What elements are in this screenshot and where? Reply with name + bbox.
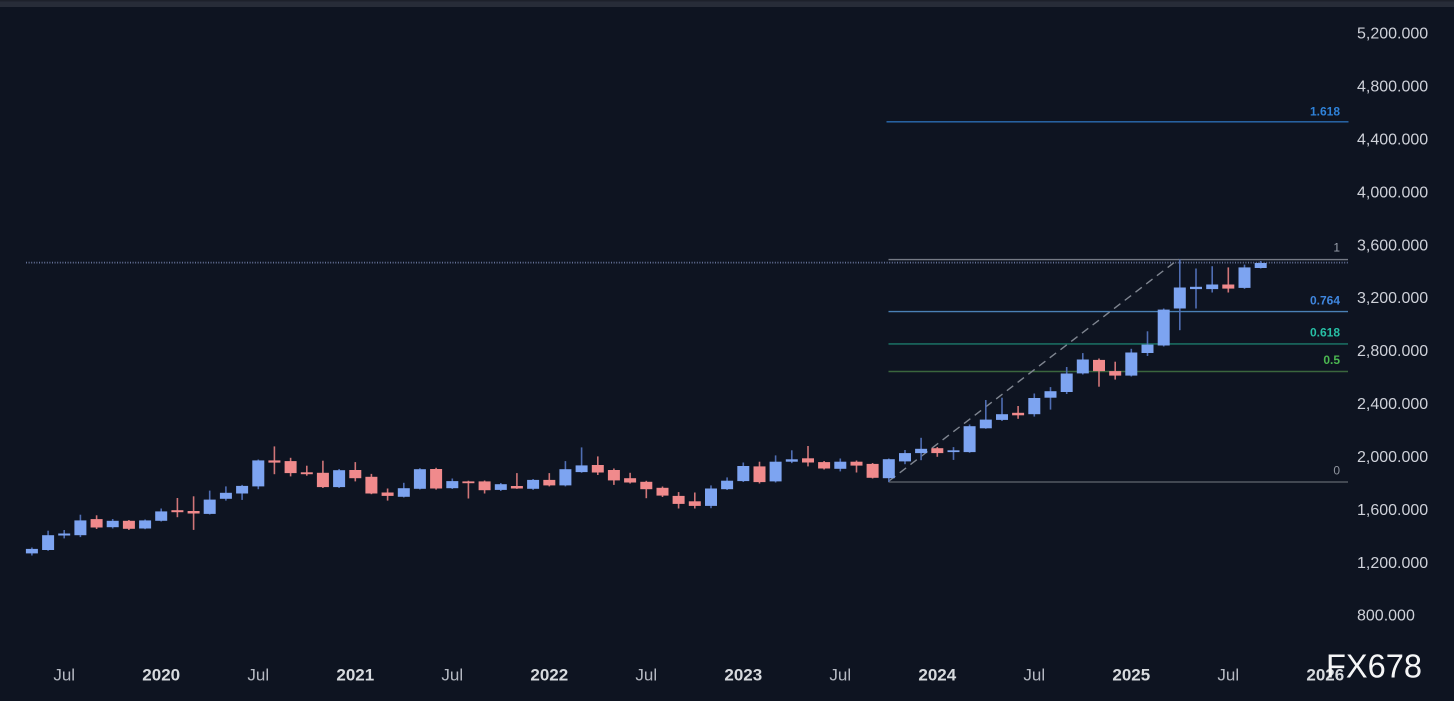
svg-text:1: 1 <box>1333 241 1340 255</box>
svg-text:Jul: Jul <box>441 666 463 685</box>
svg-text:2024: 2024 <box>918 666 956 685</box>
svg-text:2022: 2022 <box>530 666 568 685</box>
svg-text:2023: 2023 <box>724 666 762 685</box>
svg-text:5,200.000: 5,200.000 <box>1357 26 1428 43</box>
svg-text:Jul: Jul <box>1217 666 1239 685</box>
svg-text:1,600.000: 1,600.000 <box>1357 502 1428 519</box>
svg-text:2025: 2025 <box>1112 666 1150 685</box>
svg-text:Jul: Jul <box>1023 666 1045 685</box>
svg-text:4,800.000: 4,800.000 <box>1357 79 1428 96</box>
svg-text:0.764: 0.764 <box>1310 293 1340 307</box>
svg-text:2,000.000: 2,000.000 <box>1357 449 1428 466</box>
svg-text:3,200.000: 3,200.000 <box>1357 290 1428 307</box>
svg-text:0: 0 <box>1333 464 1340 478</box>
svg-text:1.618: 1.618 <box>1310 105 1340 119</box>
svg-text:800.000: 800.000 <box>1357 608 1415 625</box>
svg-text:0.5: 0.5 <box>1323 353 1340 367</box>
svg-text:Jul: Jul <box>247 666 269 685</box>
svg-text:3,600.000: 3,600.000 <box>1357 237 1428 254</box>
svg-text:Jul: Jul <box>635 666 657 685</box>
svg-text:0.618: 0.618 <box>1310 325 1340 339</box>
svg-text:2026: 2026 <box>1306 666 1344 685</box>
svg-text:2020: 2020 <box>142 666 180 685</box>
svg-text:4,400.000: 4,400.000 <box>1357 132 1428 149</box>
svg-text:1,200.000: 1,200.000 <box>1357 555 1428 572</box>
svg-text:2,800.000: 2,800.000 <box>1357 343 1428 360</box>
svg-text:4,000.000: 4,000.000 <box>1357 184 1428 201</box>
svg-text:Jul: Jul <box>829 666 851 685</box>
svg-text:FX678: FX678 <box>1326 649 1422 686</box>
svg-text:2,400.000: 2,400.000 <box>1357 396 1428 413</box>
svg-text:Jul: Jul <box>53 666 75 685</box>
svg-text:2021: 2021 <box>336 666 374 685</box>
